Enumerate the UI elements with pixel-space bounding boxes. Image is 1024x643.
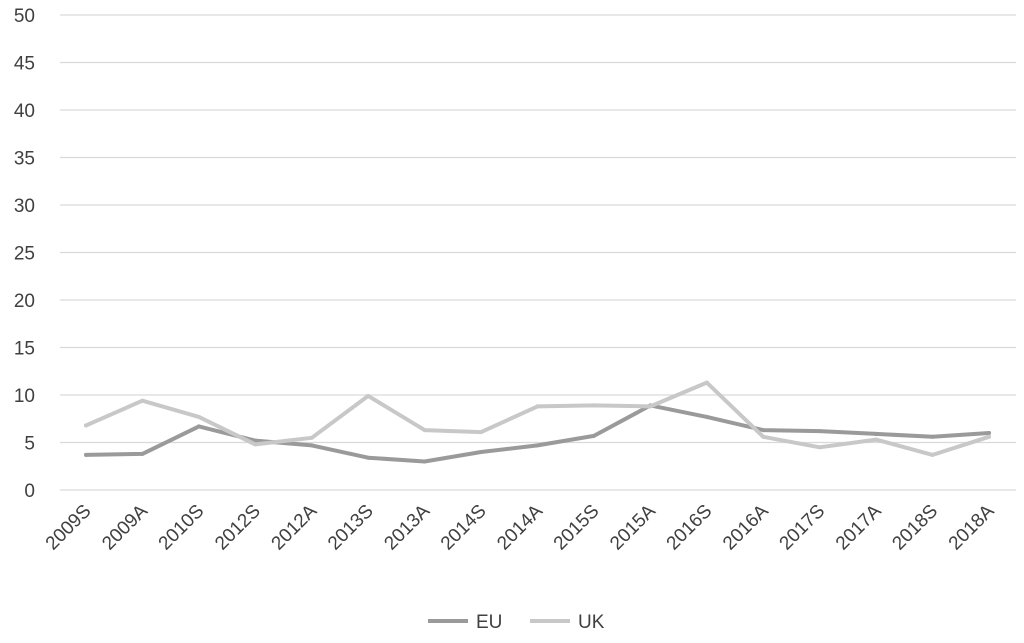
x-tick-label-2014S: 2014S [437,501,491,555]
data-point-eu-2016S [704,414,709,419]
x-tick-label-2016A: 2016A [719,500,773,554]
x-tick-label-2018S: 2018S [888,501,942,555]
data-point-eu-2012A [309,443,314,448]
data-point-uk-2012A [309,435,314,440]
x-tick-label-2015A: 2015A [606,500,660,554]
data-point-uk-2009S [84,423,88,428]
data-point-eu-2009A [140,451,145,456]
x-tick-label-2017A: 2017A [832,500,886,554]
x-tick-label-2009A: 2009A [98,500,152,554]
y-tick-label-15: 15 [14,339,35,360]
x-tick-label-2018A: 2018A [945,500,999,554]
data-point-uk-2017S [817,445,822,450]
data-point-uk-2013A [422,428,427,433]
y-tick-label-10: 10 [14,386,35,407]
y-tick-label-35: 35 [14,149,35,170]
data-point-eu-2014S [479,450,484,454]
gridlines [60,14,1016,491]
data-point-uk-2018A [987,434,991,439]
data-point-uk-2018S [930,452,935,457]
data-point-eu-2016A [761,428,766,433]
series-line-eu [84,403,991,464]
y-tick-label-0: 0 [24,481,35,502]
x-tick-label-2009S: 2009S [42,501,96,555]
data-point-eu-2018S [930,434,935,439]
x-tick-label-2012S: 2012S [211,501,265,555]
y-tick-label-45: 45 [14,54,35,75]
data-point-uk-2010S [196,414,201,419]
data-point-uk-2014A [535,404,540,409]
y-axis-tick-labels: 0 5 10 15 20 25 30 35 40 45 50 [14,6,35,502]
x-tick-label-2014A: 2014A [493,500,547,554]
data-point-eu-2010S [196,424,201,429]
legend: EU UK [428,612,605,633]
data-point-uk-2016S [704,380,709,385]
x-tick-label-2017S: 2017S [776,501,830,555]
data-point-eu-2009S [84,452,88,457]
legend-label-uk: UK [578,612,605,633]
x-tick-label-2013S: 2013S [324,501,378,555]
x-tick-label-2012A: 2012A [268,500,322,554]
data-point-uk-2017A [874,437,879,442]
data-point-uk-2012S [253,442,258,447]
y-tick-label-25: 25 [14,244,35,265]
data-point-eu-2015S [591,433,596,438]
data-point-eu-2017S [817,429,822,434]
data-point-eu-2017A [874,431,879,436]
y-tick-label-30: 30 [14,196,35,217]
data-point-uk-2015S [591,403,596,408]
series-lines [84,380,991,464]
y-tick-label-20: 20 [14,291,35,312]
x-tick-label-2010S: 2010S [155,501,209,555]
data-point-eu-2013S [366,455,371,460]
legend-label-eu: EU [476,612,502,633]
data-point-uk-2009A [140,398,145,403]
x-tick-label-2016S: 2016S [663,501,717,555]
y-tick-label-40: 40 [14,101,35,122]
x-tick-label-2013A: 2013A [380,500,434,554]
data-point-eu-2013A [422,459,427,464]
data-point-uk-2016A [761,434,766,439]
data-point-eu-2018A [987,431,991,435]
y-tick-label-5: 5 [24,434,35,455]
data-point-eu-2012S [253,438,258,443]
x-axis-tick-labels: 2009S 2009A 2010S 2012S 2012A 2013S 2013A 2014S… [42,500,999,554]
y-tick-label-50: 50 [14,6,35,27]
data-point-uk-2015A [648,404,653,409]
data-point-uk-2013S [366,393,371,398]
data-point-uk-2014S [479,430,484,435]
x-tick-label-2015S: 2015S [550,501,604,555]
data-point-eu-2014A [535,443,540,448]
